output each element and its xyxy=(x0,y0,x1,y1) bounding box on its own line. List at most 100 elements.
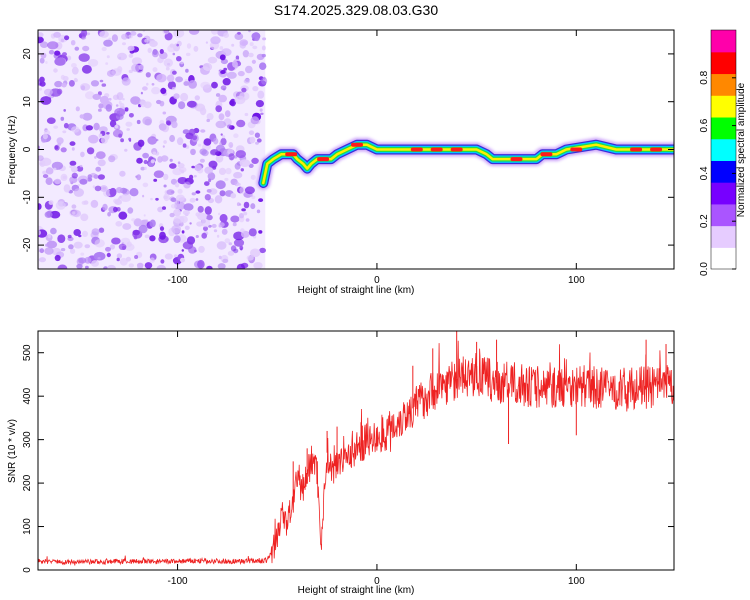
noise-speckle xyxy=(147,47,152,54)
noise-speckle xyxy=(80,151,85,158)
noise-speckle xyxy=(60,147,67,153)
noise-speckle xyxy=(207,172,216,181)
noise-speckle xyxy=(180,61,184,65)
noise-speckle xyxy=(248,130,255,135)
colorbar-segment xyxy=(711,247,736,270)
noise-speckle xyxy=(229,100,235,106)
noise-speckle xyxy=(90,199,99,208)
noise-speckle xyxy=(218,212,221,216)
noise-speckle xyxy=(239,203,242,206)
noise-speckle xyxy=(46,240,58,249)
noise-speckle xyxy=(218,167,227,175)
spectrogram-y-tick-label: 20 xyxy=(22,48,33,60)
noise-speckle xyxy=(215,120,227,129)
noise-speckle xyxy=(259,247,266,254)
noise-speckle xyxy=(163,58,173,68)
noise-speckle xyxy=(239,213,244,219)
noise-speckle xyxy=(219,214,228,223)
noise-speckle xyxy=(177,163,185,169)
noise-speckle xyxy=(138,224,148,234)
noise-speckle xyxy=(54,178,62,185)
noise-speckle xyxy=(120,237,131,245)
noise-speckle xyxy=(157,206,164,213)
noise-speckle xyxy=(189,197,196,203)
noise-speckle xyxy=(98,103,104,109)
noise-speckle xyxy=(250,116,260,125)
noise-speckle xyxy=(75,106,80,112)
noise-speckle xyxy=(60,74,65,80)
noise-speckle xyxy=(102,203,108,211)
noise-speckle xyxy=(160,87,167,94)
noise-speckle xyxy=(180,257,185,263)
colorbar-segment xyxy=(711,182,736,205)
noise-speckle xyxy=(91,260,99,267)
colorbar-segment xyxy=(711,225,736,248)
noise-speckle xyxy=(55,201,66,210)
noise-speckle xyxy=(42,133,49,140)
noise-speckle xyxy=(143,214,146,217)
noise-speckle xyxy=(171,224,182,234)
noise-speckle xyxy=(183,181,191,189)
noise-speckle xyxy=(215,105,222,113)
snr-x-tick-label: 100 xyxy=(568,576,585,587)
noise-speckle xyxy=(40,96,52,105)
noise-speckle xyxy=(79,178,88,185)
noise-speckle xyxy=(88,59,99,67)
noise-speckle xyxy=(45,243,49,247)
noise-speckle xyxy=(119,170,126,177)
noise-speckle xyxy=(38,32,44,38)
colorbar: 0.0 0.2 0.4 0.6 0.8 Normalized spectral ampl… xyxy=(699,29,747,276)
noise-speckle xyxy=(172,167,183,176)
snr-y-tick-label: 400 xyxy=(22,387,33,404)
noise-speckle xyxy=(178,101,186,110)
noise-speckle xyxy=(244,186,255,195)
noise-speckle xyxy=(82,45,90,52)
noise-speckle xyxy=(159,123,167,131)
noise-speckle xyxy=(93,122,100,131)
noise-speckle xyxy=(257,90,265,99)
spectrogram-y-tick-label: 0 xyxy=(22,146,33,152)
noise-speckle xyxy=(243,78,250,84)
noise-speckle xyxy=(228,142,234,148)
noise-speckle xyxy=(125,121,133,127)
noise-speckle xyxy=(181,230,185,234)
noise-speckle xyxy=(122,98,125,101)
noise-speckle xyxy=(87,174,93,179)
noise-speckle xyxy=(234,162,241,170)
noise-speckle xyxy=(227,250,235,256)
noise-speckle xyxy=(226,71,237,79)
noise-speckle xyxy=(261,77,268,85)
colorbar-segment xyxy=(711,116,736,140)
noise-speckle xyxy=(210,149,219,156)
noise-speckle xyxy=(114,125,119,129)
noise-speckle xyxy=(252,45,258,50)
noise-speckle xyxy=(233,133,239,138)
noise-speckle xyxy=(121,33,128,40)
noise-speckle xyxy=(222,88,226,91)
noise-speckle xyxy=(243,201,250,209)
noise-speckle xyxy=(38,36,44,44)
noise-speckle xyxy=(239,91,250,101)
noise-speckle xyxy=(137,33,143,38)
noise-speckle xyxy=(113,206,118,213)
noise-speckle xyxy=(156,73,167,83)
noise-speckle xyxy=(188,246,197,254)
noise-speckle xyxy=(99,95,109,104)
noise-speckle xyxy=(206,265,213,269)
noise-speckle xyxy=(70,40,76,46)
noise-speckle xyxy=(173,30,185,38)
noise-speckle xyxy=(172,70,177,75)
noise-speckle xyxy=(221,135,226,139)
noise-speckle xyxy=(136,262,144,268)
noise-speckle xyxy=(185,132,194,140)
noise-speckle xyxy=(259,62,267,70)
noise-speckle xyxy=(109,187,117,197)
colorbar-segment xyxy=(711,160,736,183)
noise-speckle xyxy=(255,100,264,108)
noise-speckle xyxy=(73,188,85,197)
noise-speckle xyxy=(136,174,142,181)
snr-y-tick-label: 100 xyxy=(22,518,33,535)
noise-speckle xyxy=(249,42,254,47)
noise-speckle xyxy=(139,100,147,108)
